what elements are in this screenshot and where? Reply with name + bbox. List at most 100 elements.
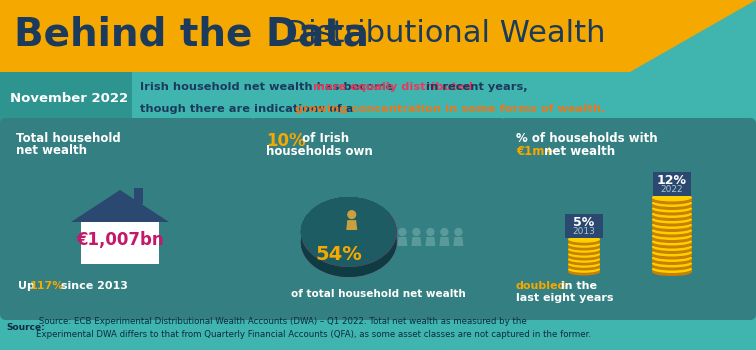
Polygon shape [568,264,600,267]
Polygon shape [426,237,435,246]
Text: €1,007bn: €1,007bn [76,231,164,249]
Text: more equally distributed: more equally distributed [313,82,472,92]
Ellipse shape [652,268,692,276]
Text: in the: in the [557,281,597,291]
Polygon shape [652,230,692,233]
FancyBboxPatch shape [565,214,603,238]
Ellipse shape [652,226,692,235]
Polygon shape [652,236,692,239]
Text: Behind the Data: Behind the Data [14,15,369,53]
Text: Irish household net wealth has become: Irish household net wealth has become [140,82,398,92]
Text: Total household: Total household [16,132,121,145]
Ellipse shape [652,202,692,210]
Polygon shape [630,0,756,72]
Ellipse shape [568,253,600,260]
Text: 2013: 2013 [572,228,596,237]
Polygon shape [652,252,692,256]
Ellipse shape [652,210,692,218]
Text: since 2013: since 2013 [57,281,128,291]
Polygon shape [652,214,692,217]
Text: €1m+: €1m+ [516,145,554,158]
Ellipse shape [652,213,692,221]
Circle shape [441,229,448,236]
Ellipse shape [652,204,692,212]
Ellipse shape [568,268,600,275]
Text: 2022: 2022 [661,186,683,195]
FancyBboxPatch shape [0,0,756,72]
Ellipse shape [652,237,692,245]
Polygon shape [652,241,692,245]
Circle shape [427,229,434,236]
Polygon shape [439,237,449,246]
FancyBboxPatch shape [134,188,143,204]
Polygon shape [568,259,600,262]
Ellipse shape [568,241,600,248]
Polygon shape [568,244,600,247]
Polygon shape [652,203,692,206]
Polygon shape [652,264,692,266]
Text: % of households with: % of households with [516,132,658,145]
Polygon shape [652,219,692,223]
Ellipse shape [652,246,692,254]
Text: Up: Up [18,281,39,291]
FancyBboxPatch shape [653,172,691,196]
Polygon shape [652,269,692,272]
Polygon shape [301,197,396,277]
Circle shape [399,229,406,236]
Ellipse shape [652,262,692,271]
Ellipse shape [652,230,692,238]
Text: of Irish: of Irish [298,132,349,145]
Text: Source:: Source: [6,323,45,332]
Ellipse shape [652,252,692,259]
Text: 10%: 10% [266,132,305,150]
Ellipse shape [568,244,600,251]
Ellipse shape [652,208,692,216]
Text: net wealth: net wealth [16,144,87,157]
FancyBboxPatch shape [0,118,256,320]
Circle shape [413,229,420,236]
Text: growing concentration in some forms of wealth.: growing concentration in some forms of w… [295,104,606,114]
Polygon shape [346,220,358,230]
Text: though there are indications of a: though there are indications of a [140,104,358,114]
Ellipse shape [652,194,692,202]
Circle shape [455,229,462,236]
Polygon shape [71,190,169,222]
Text: Source: ECB Experimental Distributional Wealth Accounts (DWA) – Q1 2022. Total n: Source: ECB Experimental Distributional … [36,317,591,339]
Ellipse shape [568,259,600,266]
Polygon shape [411,237,421,246]
Polygon shape [568,249,600,252]
Polygon shape [568,239,600,242]
FancyBboxPatch shape [250,118,506,320]
Text: of total household net wealth: of total household net wealth [290,289,466,299]
Ellipse shape [568,246,600,253]
Ellipse shape [568,251,600,258]
Text: in recent years,: in recent years, [422,82,528,92]
Ellipse shape [652,221,692,229]
Polygon shape [302,215,397,277]
Ellipse shape [652,259,692,267]
Ellipse shape [652,265,692,273]
Text: Distributional Wealth: Distributional Wealth [275,20,606,49]
Text: net wealth: net wealth [540,145,615,158]
Ellipse shape [652,199,692,207]
Ellipse shape [652,224,692,232]
Polygon shape [652,258,692,261]
Polygon shape [301,197,396,267]
Polygon shape [652,225,692,228]
Text: 12%: 12% [657,174,687,187]
Ellipse shape [568,261,600,268]
FancyBboxPatch shape [500,118,756,320]
Polygon shape [568,269,600,272]
Polygon shape [652,197,692,201]
FancyBboxPatch shape [81,222,159,264]
Ellipse shape [652,232,692,240]
Text: last eight years: last eight years [516,293,614,303]
Polygon shape [398,237,407,246]
Ellipse shape [568,248,600,256]
Ellipse shape [568,256,600,263]
Ellipse shape [568,264,600,271]
Polygon shape [302,215,397,267]
Circle shape [348,211,355,218]
Ellipse shape [652,196,692,204]
Text: households own: households own [266,145,373,158]
